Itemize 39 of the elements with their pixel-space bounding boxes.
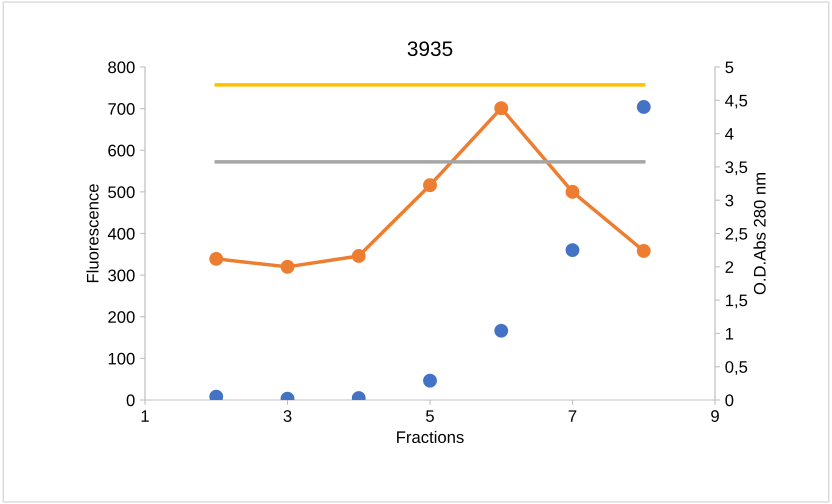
point — [494, 324, 508, 338]
y2-tick-label: 4 — [725, 128, 734, 140]
y2-tick-label: 1 — [726, 328, 734, 340]
point — [566, 184, 580, 199]
y2-tick-label: 2 — [726, 261, 734, 273]
y-tick-label: 300 — [108, 270, 135, 282]
y2-tick-label: 0,5 — [725, 361, 748, 375]
point — [209, 252, 224, 266]
y2-tick-label: 1,5 — [726, 294, 748, 308]
point — [636, 100, 651, 114]
y2-tick-label: 3,5 — [725, 161, 748, 176]
y-tick-label: 500 — [108, 186, 135, 198]
x-tick-label: 5 — [426, 410, 434, 422]
y-tick-label: 800 — [108, 61, 135, 74]
x-tick-label: 7 — [568, 410, 576, 422]
chart-title: 3935 — [408, 41, 452, 56]
x-tick-label: 1 — [142, 410, 149, 422]
point — [352, 249, 366, 263]
y-tick-label: 0 — [126, 394, 135, 406]
y-tick-label: 400 — [108, 228, 135, 240]
y-tick-label: 600 — [108, 144, 135, 156]
point — [636, 244, 651, 258]
x-tick-label: 3 — [284, 410, 292, 422]
y-tick-label: 700 — [108, 103, 135, 115]
y-axis-title: Fluorescence — [86, 184, 99, 282]
point — [280, 260, 294, 274]
y2-axis-title: O.D.Abs 280 nm — [753, 172, 766, 294]
x-tick-label: 9 — [711, 410, 719, 422]
y2-tick-label: 4,5 — [725, 94, 748, 108]
y-tick-label: 100 — [108, 352, 135, 365]
point — [494, 101, 508, 116]
y-tick-label: 200 — [108, 311, 135, 323]
point — [566, 243, 580, 258]
x-axis-title: Fractions — [397, 430, 464, 444]
y2-tick-label: 0 — [725, 394, 734, 406]
y2-tick-label: 5 — [725, 62, 734, 74]
point — [423, 178, 437, 192]
y2-tick-label: 2,5 — [726, 228, 748, 242]
y2-tick-label: 3 — [725, 194, 734, 206]
